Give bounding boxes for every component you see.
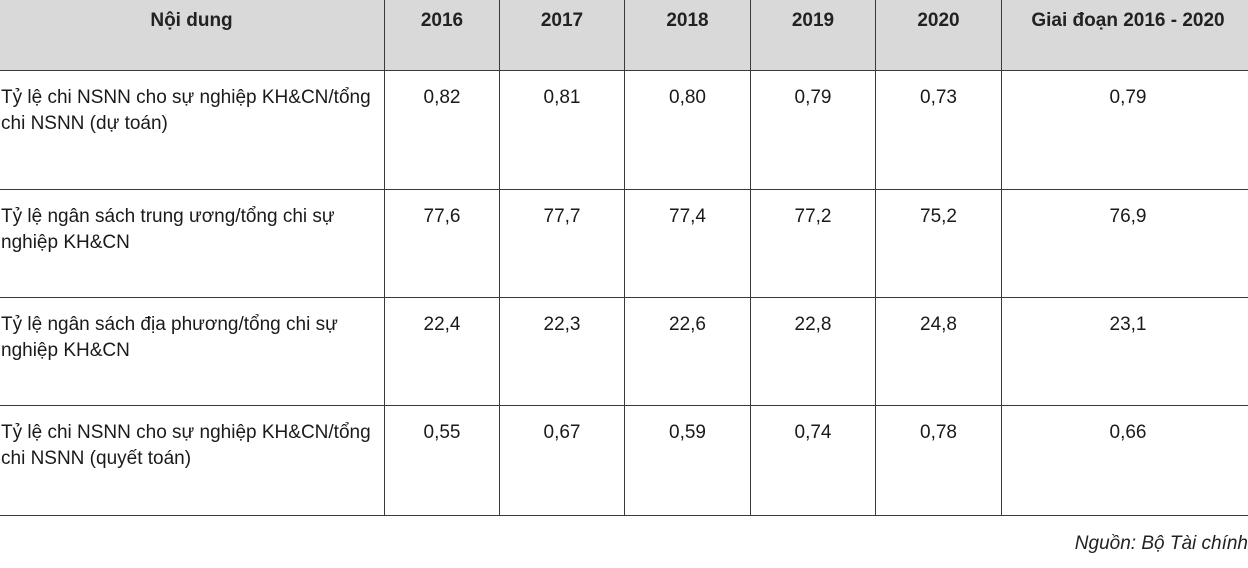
table-row: Tỷ lệ ngân sách địa phương/tổng chi sự n… xyxy=(0,297,1248,406)
value-cell-2020: 0,73 xyxy=(875,70,1002,190)
value-cell-2019: 0,79 xyxy=(750,70,876,190)
row-label-cell: Tỷ lệ ngân sách trung ương/tổng chi sự n… xyxy=(0,189,385,298)
value-cell-2016: 22,4 xyxy=(384,297,500,406)
value-cell-period: 23,1 xyxy=(1001,297,1248,406)
header-row: Nội dung 2016 2017 2018 2019 2020 Giai đ… xyxy=(0,0,1248,71)
table-row: Tỷ lệ ngân sách trung ương/tổng chi sự n… xyxy=(0,189,1248,298)
header-2018: 2018 xyxy=(624,0,751,71)
row-label: Tỷ lệ chi NSNN cho sự nghiệp KH&CN/tổng … xyxy=(1,422,371,469)
table-row: Tỷ lệ chi NSNN cho sự nghiệp KH&CN/tổng … xyxy=(0,70,1248,190)
value-cell-2017: 0,67 xyxy=(499,405,625,516)
value-cell-2019: 77,2 xyxy=(750,189,876,298)
row-label-cell: Tỷ lệ ngân sách địa phương/tổng chi sự n… xyxy=(0,297,385,406)
header-2019: 2019 xyxy=(750,0,876,71)
header-content: Nội dung xyxy=(0,0,385,71)
value-cell-2020: 24,8 xyxy=(875,297,1002,406)
header-period: Giai đoạn 2016 - 2020 xyxy=(1001,0,1248,71)
header-2016: 2016 xyxy=(384,0,500,71)
value-cell-2016: 0,55 xyxy=(384,405,500,516)
value-cell-period: 76,9 xyxy=(1001,189,1248,298)
row-label-cell: Tỷ lệ chi NSNN cho sự nghiệp KH&CN/tổng … xyxy=(0,405,385,516)
value-cell-2019: 0,74 xyxy=(750,405,876,516)
value-cell-2018: 77,4 xyxy=(624,189,751,298)
value-cell-2017: 77,7 xyxy=(499,189,625,298)
value-cell-2016: 0,82 xyxy=(384,70,500,190)
value-cell-2018: 22,6 xyxy=(624,297,751,406)
row-label: Tỷ lệ ngân sách trung ương/tổng chi sự n… xyxy=(1,206,335,253)
value-cell-2018: 0,80 xyxy=(624,70,751,190)
header-2020: 2020 xyxy=(875,0,1002,71)
header-2017: 2017 xyxy=(499,0,625,71)
value-cell-period: 0,66 xyxy=(1001,405,1248,516)
table-row: Tỷ lệ chi NSNN cho sự nghiệp KH&CN/tổng … xyxy=(0,405,1248,516)
row-label: Tỷ lệ chi NSNN cho sự nghiệp KH&CN/tổng … xyxy=(1,87,371,134)
value-cell-2017: 0,81 xyxy=(499,70,625,190)
value-cell-2018: 0,59 xyxy=(624,405,751,516)
value-cell-2019: 22,8 xyxy=(750,297,876,406)
value-cell-period: 0,79 xyxy=(1001,70,1248,190)
row-label: Tỷ lệ ngân sách địa phương/tổng chi sự n… xyxy=(1,314,338,361)
source-note: Nguồn: Bộ Tài chính xyxy=(1074,533,1248,554)
value-cell-2020: 0,78 xyxy=(875,405,1002,516)
value-cell-2017: 22,3 xyxy=(499,297,625,406)
value-cell-2020: 75,2 xyxy=(875,189,1002,298)
row-label-cell: Tỷ lệ chi NSNN cho sự nghiệp KH&CN/tổng … xyxy=(0,70,385,190)
budget-ratio-table: Nội dung 2016 2017 2018 2019 2020 Giai đ… xyxy=(0,0,1248,516)
value-cell-2016: 77,6 xyxy=(384,189,500,298)
